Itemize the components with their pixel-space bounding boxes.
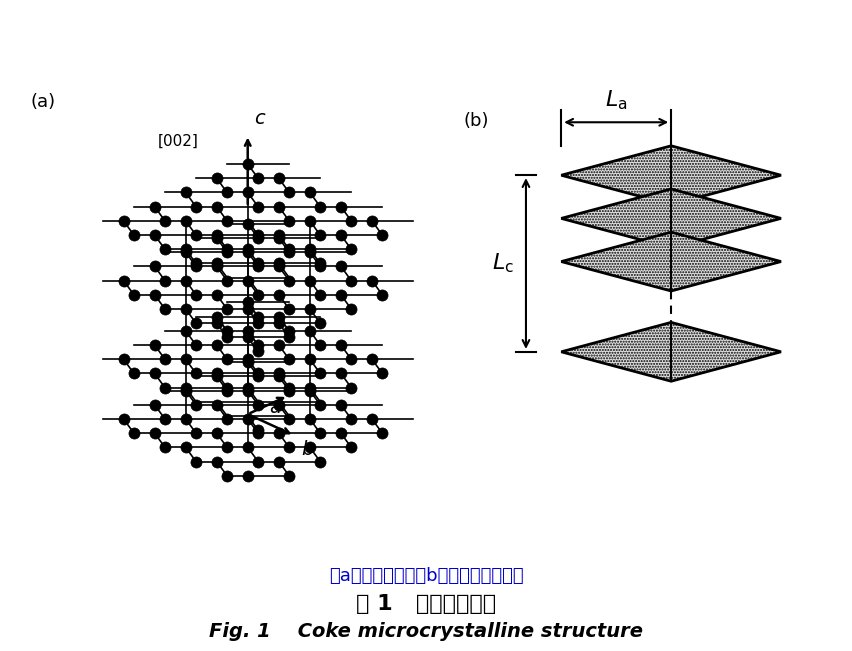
Text: $L_\mathrm{a}$: $L_\mathrm{a}$: [604, 89, 627, 113]
Text: （a）晶体结构；（b）片层堆垛结构。: （a）晶体结构；（b）片层堆垛结构。: [329, 567, 523, 585]
Polygon shape: [561, 232, 780, 291]
Text: 图 1   焦炭微晶结构: 图 1 焦炭微晶结构: [356, 594, 496, 614]
Text: b: b: [301, 440, 313, 459]
Polygon shape: [561, 189, 780, 248]
Text: (a): (a): [31, 93, 55, 111]
Text: (b): (b): [463, 113, 488, 130]
Polygon shape: [561, 146, 780, 204]
Text: [002]: [002]: [158, 133, 199, 148]
Text: Fig. 1    Coke microcrystalline structure: Fig. 1 Coke microcrystalline structure: [210, 622, 642, 641]
Text: c: c: [254, 109, 265, 128]
Text: $L_\mathrm{c}$: $L_\mathrm{c}$: [492, 252, 514, 275]
Text: a: a: [269, 398, 281, 417]
Polygon shape: [561, 322, 780, 381]
